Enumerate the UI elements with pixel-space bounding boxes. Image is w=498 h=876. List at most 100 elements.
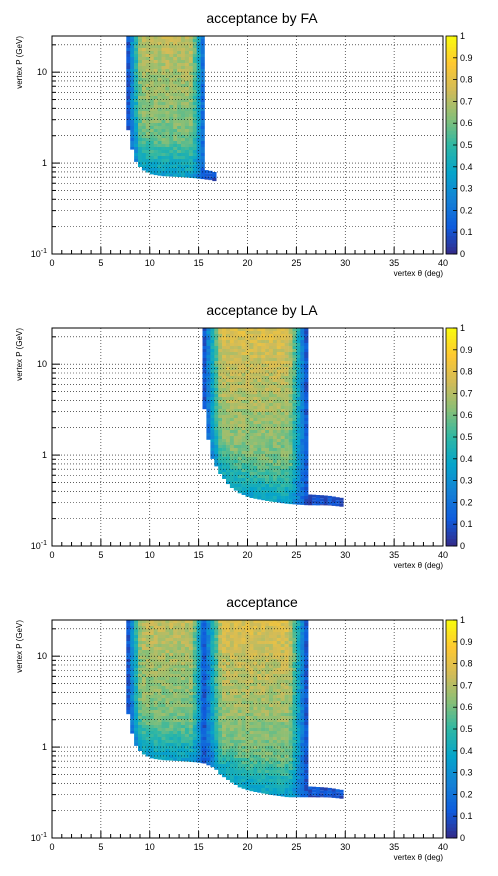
heatmap-cell: [214, 740, 219, 743]
heatmap-cell: [241, 770, 246, 773]
heatmap-cell: [138, 60, 143, 63]
heatmap-cell: [253, 740, 258, 743]
heatmap-cell: [253, 376, 258, 379]
heatmap-cell: [233, 653, 238, 656]
color-bar-tick-label: 0: [460, 249, 465, 259]
heatmap-cell: [272, 427, 278, 430]
heatmap-cell: [288, 623, 293, 626]
heatmap-cell: [253, 364, 258, 367]
heatmap-cell: [208, 173, 213, 177]
heatmap-cell: [257, 445, 262, 448]
heatmap-cell: [229, 746, 235, 749]
color-bar-segment: [446, 433, 457, 438]
heatmap-cell: [196, 659, 201, 662]
heatmap-cell: [245, 746, 250, 749]
heatmap-cell: [196, 108, 201, 111]
heatmap-cell: [257, 641, 262, 644]
heatmap-cell: [304, 370, 309, 373]
heatmap-cell: [249, 632, 254, 635]
heatmap-cell: [161, 159, 166, 162]
heatmap-cell: [229, 674, 235, 677]
heatmap-cell: [173, 171, 178, 174]
heatmap-cell: [153, 93, 158, 96]
heatmap-cell: [165, 114, 170, 117]
heatmap-cell: [184, 72, 190, 75]
heatmap-cell: [130, 69, 135, 72]
heatmap-cell: [196, 144, 201, 147]
heatmap-cell: [269, 469, 274, 472]
heatmap-cell: [200, 144, 205, 147]
heatmap-cell: [188, 695, 194, 698]
heatmap-cell: [134, 36, 139, 39]
color-bar-segment: [446, 353, 457, 358]
color-bar-tick-label: 0.9: [460, 53, 473, 63]
heatmap-cell: [173, 45, 178, 48]
heatmap-cell: [284, 436, 289, 439]
heatmap-cell: [300, 364, 305, 367]
heatmap-cell: [173, 650, 178, 653]
heatmap-cell: [249, 451, 254, 454]
heatmap-cell: [241, 641, 246, 644]
heatmap-cell: [188, 650, 194, 653]
heatmap-cell: [226, 764, 231, 767]
heatmap-cell: [272, 394, 278, 397]
heatmap-cell: [245, 761, 250, 764]
heatmap-cell: [202, 358, 207, 361]
heatmap-cell: [196, 147, 201, 150]
heatmap-cell: [241, 671, 246, 674]
heatmap-cell: [130, 641, 135, 644]
heatmap-cell: [226, 671, 231, 674]
heatmap-cell: [165, 144, 170, 147]
heatmap-cell: [280, 794, 285, 797]
heatmap-cell: [138, 42, 143, 45]
heatmap-cell: [269, 647, 274, 650]
heatmap-cell: [237, 421, 242, 424]
heatmap-cell: [276, 388, 281, 391]
heatmap-cell: [276, 340, 281, 343]
heatmap-cell: [202, 731, 207, 734]
heatmap-cell: [130, 713, 135, 716]
heatmap-cell: [276, 704, 281, 707]
heatmap-cell: [288, 626, 293, 629]
heatmap-cell: [165, 45, 170, 48]
heatmap-cell: [134, 78, 139, 81]
heatmap-cell: [138, 117, 143, 120]
heatmap-cell: [196, 99, 201, 102]
heatmap-cell: [300, 469, 305, 472]
heatmap-cell: [253, 683, 258, 686]
heatmap-cell: [126, 93, 131, 96]
heatmap-cell: [257, 388, 262, 391]
heatmap-cell: [218, 755, 223, 758]
heatmap-cell: [269, 451, 274, 454]
heatmap-cell: [161, 707, 166, 710]
heatmap-cell: [202, 355, 207, 358]
heatmap-cell: [229, 397, 235, 400]
heatmap-cell: [184, 716, 190, 719]
heatmap-cell: [218, 448, 223, 451]
heatmap-cell: [269, 361, 274, 364]
heatmap-cell: [173, 54, 178, 57]
heatmap-cell: [261, 782, 266, 785]
heatmap-cell: [218, 746, 223, 749]
heatmap-cell: [245, 328, 250, 331]
heatmap-cell: [196, 81, 201, 84]
heatmap-cell: [130, 144, 135, 147]
heatmap-cell: [245, 764, 250, 767]
heatmap-cell: [241, 677, 246, 680]
heatmap-cell: [233, 635, 238, 638]
heatmap-cell: [184, 728, 190, 731]
heatmap-cell: [188, 743, 194, 746]
heatmap-cell: [161, 72, 166, 75]
heatmap-cell: [138, 120, 143, 123]
heatmap-cell: [184, 629, 190, 632]
heatmap-cell: [192, 153, 197, 156]
heatmap-cell: [233, 683, 238, 686]
heatmap-cell: [272, 788, 278, 791]
heatmap-cell: [265, 328, 270, 331]
heatmap-cell: [200, 69, 205, 72]
color-bar: 00.10.20.30.40.50.60.70.80.91: [445, 31, 473, 259]
heatmap-cell: [145, 737, 150, 740]
heatmap-cell: [226, 659, 231, 662]
heatmap-cell: [134, 123, 139, 126]
heatmap-cell: [280, 737, 285, 740]
